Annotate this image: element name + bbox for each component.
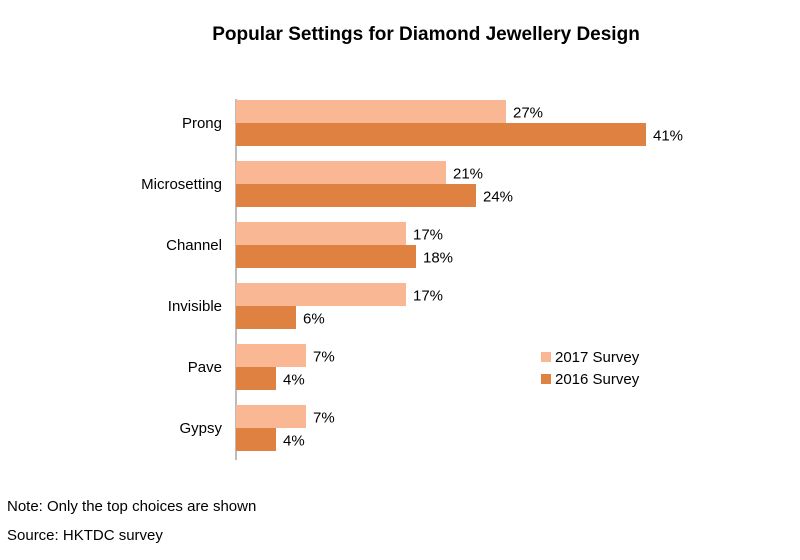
bar-invisible-2017-survey — [236, 283, 406, 306]
value-label-gypsy-2017-survey: 7% — [313, 410, 335, 427]
category-label-gypsy: Gypsy — [179, 420, 222, 437]
value-label-channel-2017-survey: 17% — [413, 227, 443, 244]
value-label-microsetting-2017-survey: 21% — [453, 166, 483, 183]
legend: 2017 Survey 2016 Survey — [541, 349, 640, 388]
legend-swatch-2017-survey — [541, 352, 551, 362]
value-label-pave-2017-survey: 7% — [313, 349, 335, 366]
bar-pave-2017-survey — [236, 344, 306, 367]
value-label-microsetting-2016-survey: 24% — [483, 189, 513, 206]
category-label-channel: Channel — [166, 237, 222, 254]
value-label-invisible-2016-survey: 6% — [303, 311, 325, 328]
value-label-invisible-2017-survey: 17% — [413, 288, 443, 305]
footnote: Note: Only the top choices are shown — [7, 498, 257, 515]
bar-invisible-2016-survey — [236, 306, 296, 329]
category-label-prong: Prong — [182, 115, 222, 132]
legend-label-2016-survey: 2016 Survey — [555, 371, 640, 388]
chart: Popular Settings for Diamond Jewellery D… — [141, 24, 683, 460]
bar-gypsy-2016-survey — [236, 428, 276, 451]
category-label-invisible: Invisible — [168, 298, 222, 315]
bar-channel-2016-survey — [236, 245, 416, 268]
bars-layer — [236, 100, 646, 451]
chart-title: Popular Settings for Diamond Jewellery D… — [212, 24, 640, 45]
category-label-microsetting: Microsetting — [141, 176, 222, 193]
labels-layer: Prong 27% 41% Microsetting 21%24% Channel 17% 1… — [141, 105, 683, 450]
bar-pave-2016-survey — [236, 367, 276, 390]
bar-channel-2017-survey — [236, 222, 406, 245]
bar-gypsy-2017-survey — [236, 405, 306, 428]
legend-label-2017-survey: 2017 Survey — [555, 349, 640, 366]
legend-swatch-2016-survey — [541, 374, 551, 384]
bar-microsetting-2016-survey — [236, 184, 476, 207]
bar-prong-2017-survey — [236, 100, 506, 123]
value-label-gypsy-2016-survey: 4% — [283, 433, 305, 450]
value-label-prong-2017-survey: 27% — [513, 105, 543, 122]
value-label-pave-2016-survey: 4% — [283, 372, 305, 389]
category-label-pave: Pave — [188, 359, 222, 376]
bar-microsetting-2017-survey — [236, 161, 446, 184]
value-label-prong-2016-survey: 41% — [653, 128, 683, 145]
source-note: Source: HKTDC survey — [7, 527, 163, 544]
value-label-channel-2016-survey: 18% — [423, 250, 453, 267]
bar-prong-2016-survey — [236, 123, 646, 146]
